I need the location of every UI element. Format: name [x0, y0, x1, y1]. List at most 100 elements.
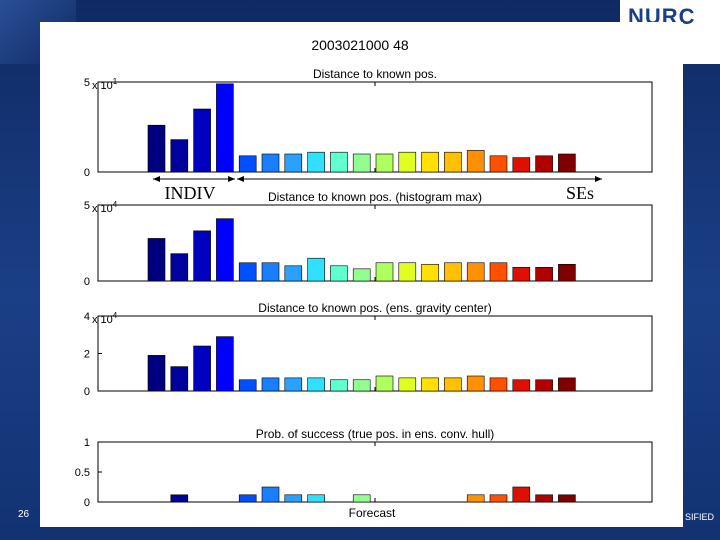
bar [375, 262, 394, 282]
bar [535, 267, 553, 282]
bar [238, 155, 257, 173]
panel-title: Prob. of success (true pos. in ens. conv… [256, 427, 495, 441]
bar [444, 262, 462, 282]
y-tick-label: 0 [84, 386, 90, 398]
bar [512, 267, 531, 282]
bar [284, 153, 303, 173]
exponent-label: x 104 [92, 311, 118, 326]
bar [352, 268, 371, 282]
y-tick-label: 0.5 [75, 467, 90, 479]
bar [147, 355, 166, 392]
bar [489, 377, 508, 392]
bar [170, 253, 189, 282]
bar [466, 375, 485, 392]
bar [307, 494, 325, 503]
bar [466, 262, 485, 282]
chart-panel-1: Distance to known pos. x 101 0 5 [84, 67, 653, 179]
bar [421, 263, 439, 282]
chart-panel-2: Distance to known pos. (histogram max) x … [84, 190, 653, 288]
bar [512, 379, 531, 392]
exponent-superscript: 1 [113, 77, 118, 86]
bar [558, 377, 576, 392]
bar [512, 157, 531, 173]
bar [489, 155, 508, 173]
bar [284, 265, 303, 282]
y-tick-label: 0 [84, 497, 90, 509]
bar [238, 262, 257, 282]
bar [330, 265, 348, 282]
y-tick-label: 5 [84, 77, 90, 89]
bar [352, 379, 371, 392]
y-tick-label: 0 [84, 167, 90, 179]
bar [284, 377, 303, 392]
bar [558, 263, 576, 282]
indiv-label: INDIV [165, 183, 216, 203]
axes-box [97, 441, 653, 503]
bar [170, 366, 189, 392]
panel-title: Distance to known pos. [313, 67, 437, 81]
y-tick-label: 4 [84, 311, 90, 323]
bar [238, 494, 257, 503]
ses-arrow [237, 176, 602, 182]
bar [330, 379, 348, 392]
exponent-superscript: 4 [113, 311, 118, 320]
bar [170, 494, 189, 503]
slide-number: 26 [18, 509, 30, 520]
bar [147, 124, 166, 173]
exponent-superscript: 4 [113, 200, 118, 209]
ses-label: SEs [566, 183, 594, 203]
bar [307, 257, 325, 282]
bar [307, 377, 325, 392]
bar [216, 83, 234, 173]
y-tick-label: 2 [84, 349, 90, 361]
bar [261, 262, 280, 282]
bar [307, 151, 325, 173]
bar [512, 486, 531, 503]
bar [489, 262, 508, 282]
bar [421, 377, 439, 392]
bar [489, 494, 508, 503]
bar [535, 379, 553, 392]
bar [216, 218, 234, 282]
figure-title: 2003021000 48 [311, 37, 409, 53]
figure-panel: 2003021000 48 Distance to known pos. x 10… [40, 22, 683, 527]
y-tick-label: 5 [84, 200, 90, 212]
chart-figure: 2003021000 48 Distance to known pos. x 10… [75, 37, 653, 520]
bar [170, 139, 189, 173]
bar [421, 151, 439, 173]
chart-panel-3: Distance to known pos. (ens. gravity cen… [84, 301, 653, 398]
exponent-label: x 104 [92, 200, 118, 215]
exponent-label: x 101 [92, 77, 118, 92]
bar [466, 494, 485, 503]
bar [398, 377, 417, 392]
panel-title: Distance to known pos. (ens. gravity cen… [258, 301, 491, 315]
y-tick-label: 0 [84, 276, 90, 288]
bar [330, 151, 348, 173]
bar [466, 150, 485, 173]
chart-panel-4: Prob. of success (true pos. in ens. conv… [75, 427, 653, 509]
bar [375, 153, 394, 173]
bar [193, 230, 211, 282]
bar [558, 494, 576, 503]
y-tick-label: 1 [84, 437, 90, 449]
classification-label: SIFIED [684, 512, 714, 522]
bar [558, 153, 576, 173]
indiv-arrow [153, 176, 235, 182]
bar [284, 494, 303, 503]
bar [398, 151, 417, 173]
bar [375, 375, 394, 392]
bar [216, 336, 234, 392]
bar [398, 262, 417, 282]
bar [535, 494, 553, 503]
bar [261, 377, 280, 392]
panel-title: Distance to known pos. (histogram max) [268, 190, 482, 204]
bar [352, 494, 371, 503]
bar [535, 155, 553, 173]
bar [261, 486, 280, 503]
bar [193, 345, 211, 392]
bar [444, 377, 462, 392]
bar [352, 153, 371, 173]
bar [147, 238, 166, 282]
bar [193, 108, 211, 173]
x-axis-label: Forecast [349, 506, 396, 520]
